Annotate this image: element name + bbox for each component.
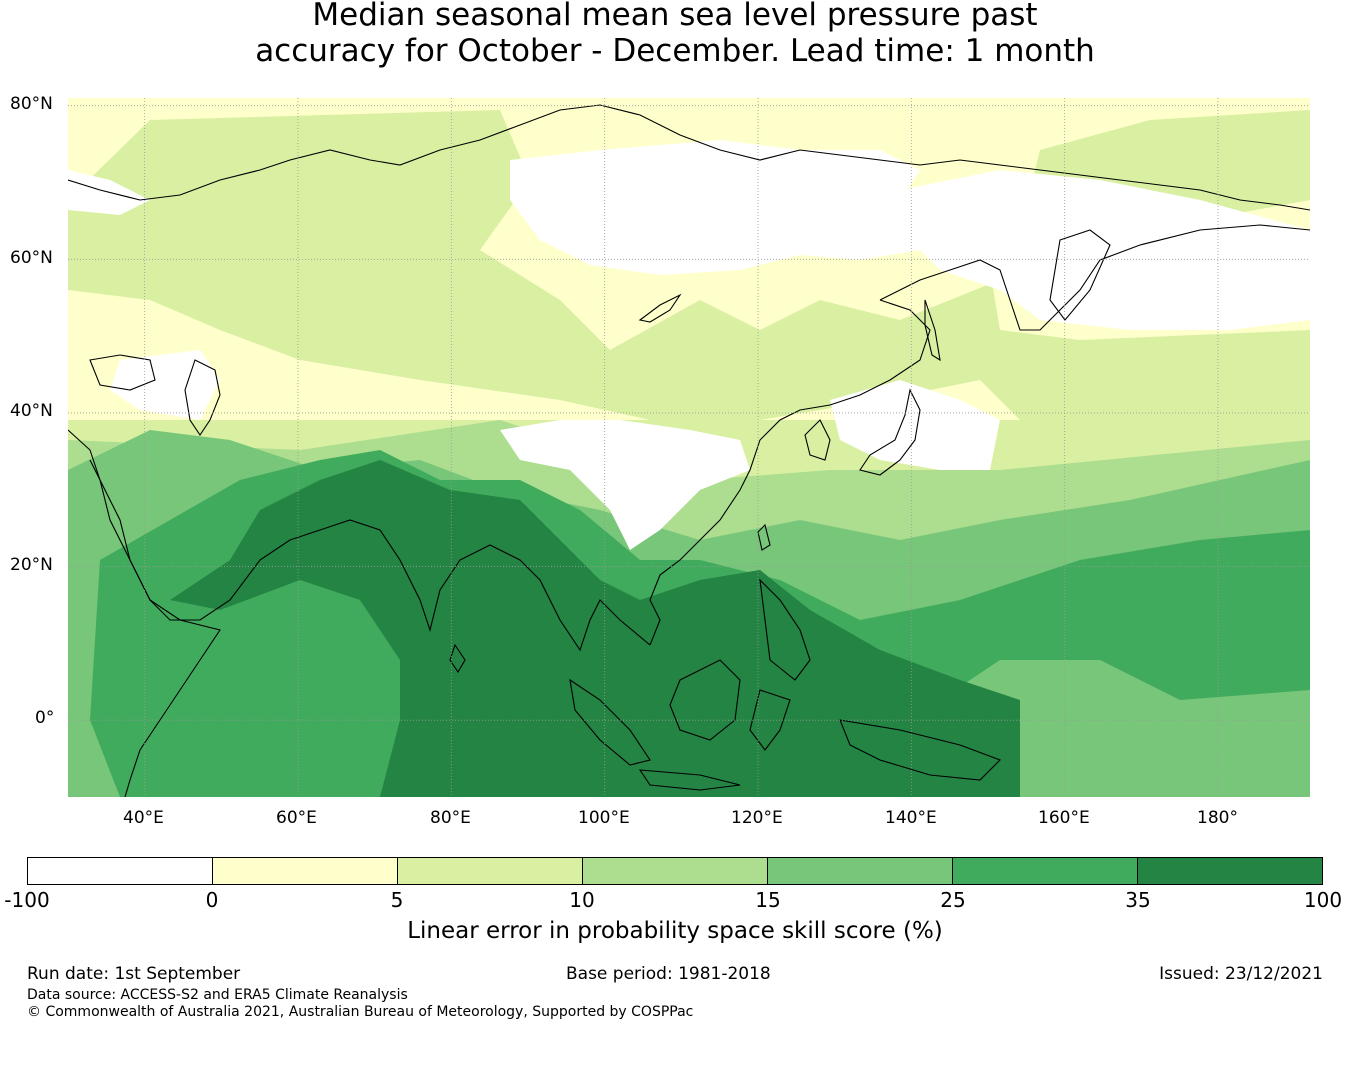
lat-label-80n: 80°N: [10, 94, 53, 114]
coast-east-siberia: [879, 224, 1310, 331]
field-band-white-japan: [830, 380, 1000, 470]
field-band-white-north: [510, 140, 920, 275]
run-date: Run date: 1st September: [27, 964, 241, 984]
lat-label-20n: 20°N: [10, 555, 53, 575]
coast-java: [638, 769, 741, 791]
coast-baikal: [638, 293, 682, 323]
colorbar-segment: [768, 858, 953, 884]
coast-africa-east: [68, 429, 221, 797]
coast-caspian: [184, 359, 221, 436]
map-title-line2: accuracy for October - December. Lead ti…: [255, 33, 1095, 69]
colorbar-segment: [398, 858, 583, 884]
field-band-white-east: [900, 170, 1310, 330]
colorbar-tick: -100: [4, 888, 50, 912]
coast-kamchatka: [1049, 229, 1111, 321]
coast-sri-lanka: [449, 643, 466, 674]
colorbar: [27, 857, 1323, 885]
coast-china-east: [649, 299, 931, 646]
colorbar-tick: 15: [755, 888, 781, 912]
coast-new-guinea: [839, 719, 1001, 781]
lon-label-180: 180°: [1197, 808, 1238, 828]
data-source: Data source: ACCESS-S2 and ERA5 Climate …: [27, 987, 408, 1003]
coastlines: [68, 104, 1310, 797]
colorbar-segment: [28, 858, 213, 884]
field-band-35-100: [170, 460, 1020, 797]
field-band-white-tibet: [500, 420, 750, 550]
lat-label-60n: 60°N: [10, 248, 53, 268]
colorbar-label: Linear error in probability space skill …: [407, 918, 943, 944]
field-band-5-10-north: [68, 110, 1310, 420]
colorbar-tick: 5: [390, 888, 404, 912]
lon-label-120e: 120°E: [731, 808, 783, 828]
issued-date: Issued: 23/12/2021: [1159, 964, 1323, 984]
skill-score-map: [68, 98, 1310, 797]
colorbar-tick: 10: [569, 888, 595, 912]
colorbar-tick: 25: [940, 888, 966, 912]
map-title-line1: Median seasonal mean sea level pressure …: [312, 0, 1038, 33]
lon-label-40e: 40°E: [123, 808, 164, 828]
lat-label-0: 0°: [35, 708, 55, 728]
coast-taiwan: [757, 523, 771, 551]
base-period: Base period: 1981-2018: [566, 964, 771, 984]
copyright: © Commonwealth of Australia 2021, Austra…: [27, 1004, 694, 1020]
coast-borneo: [669, 659, 741, 741]
colorbar-tick: 35: [1125, 888, 1151, 912]
lon-label-80e: 80°E: [430, 808, 471, 828]
coast-japan: [859, 388, 921, 476]
coast-korea: [804, 419, 831, 461]
lat-label-40n: 40°N: [10, 401, 53, 421]
colorbar-segment: [953, 858, 1138, 884]
lon-label-100e: 100°E: [578, 808, 630, 828]
colorbar-tick: 0: [205, 888, 219, 912]
coast-eurasia-north: [68, 104, 1310, 211]
lon-label-140e: 140°E: [885, 808, 937, 828]
coast-sulawesi: [749, 689, 791, 751]
skill-field: [68, 98, 1310, 797]
gridlines: [68, 98, 1310, 797]
coast-south-asia: [89, 459, 651, 652]
coast-black-sea: [89, 354, 156, 391]
coast-sakhalin: [924, 299, 941, 362]
lon-label-160e: 160°E: [1038, 808, 1090, 828]
colorbar-segment: [213, 858, 398, 884]
colorbar-segment: [583, 858, 768, 884]
colorbar-tick: 100: [1303, 888, 1343, 912]
lon-label-60e: 60°E: [276, 808, 317, 828]
colorbar-segment: [1138, 858, 1322, 884]
coast-philippines: [759, 578, 811, 681]
